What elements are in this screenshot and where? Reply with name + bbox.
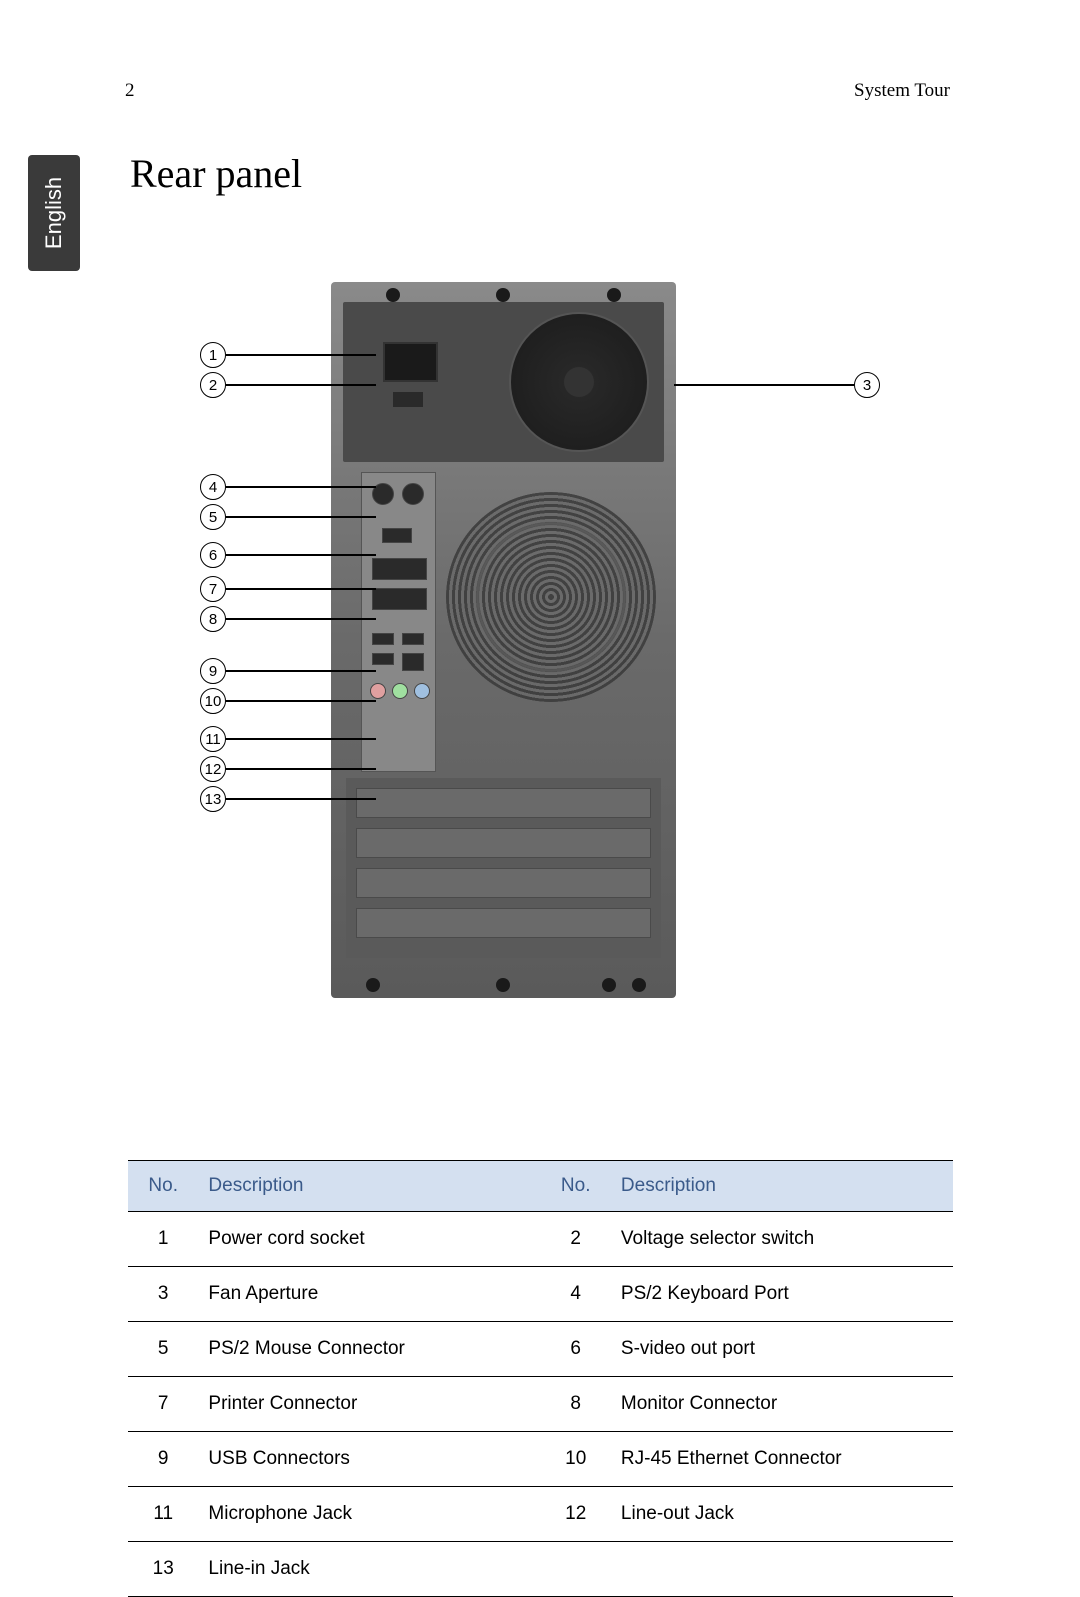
table-cell: 11 bbox=[128, 1487, 198, 1542]
callout-line bbox=[674, 384, 854, 386]
table-cell: Printer Connector bbox=[198, 1377, 540, 1432]
table-cell: 2 bbox=[540, 1212, 610, 1267]
callout-line bbox=[226, 516, 376, 518]
language-tab: English bbox=[28, 155, 80, 271]
callout-12: 12 bbox=[200, 756, 376, 782]
table-header-row: No. Description No. Description bbox=[128, 1161, 953, 1212]
callout-number: 5 bbox=[200, 504, 226, 530]
table-row: 9USB Connectors10RJ-45 Ethernet Connecto… bbox=[128, 1432, 953, 1487]
callout-line bbox=[226, 486, 376, 488]
chassis-graphic bbox=[331, 282, 676, 998]
table-row: 11Microphone Jack12Line-out Jack bbox=[128, 1487, 953, 1542]
callout-line bbox=[226, 618, 376, 620]
callout-number: 4 bbox=[200, 474, 226, 500]
callout-1: 1 bbox=[200, 342, 376, 368]
table-cell: Voltage selector switch bbox=[611, 1212, 953, 1267]
table-cell: 13 bbox=[128, 1542, 198, 1597]
callout-number: 2 bbox=[200, 372, 226, 398]
callout-4: 4 bbox=[200, 474, 376, 500]
table-cell: USB Connectors bbox=[198, 1432, 540, 1487]
callout-13: 13 bbox=[200, 786, 376, 812]
callout-number: 11 bbox=[200, 726, 226, 752]
table-row: 3Fan Aperture4PS/2 Keyboard Port bbox=[128, 1267, 953, 1322]
table-cell: 12 bbox=[540, 1487, 610, 1542]
table-cell: 8 bbox=[540, 1377, 610, 1432]
table-cell: S-video out port bbox=[611, 1322, 953, 1377]
table-row: 13Line-in Jack bbox=[128, 1542, 953, 1597]
callout-number: 13 bbox=[200, 786, 226, 812]
table-cell: Microphone Jack bbox=[198, 1487, 540, 1542]
callout-line bbox=[226, 554, 376, 556]
callout-line bbox=[226, 798, 376, 800]
callout-line bbox=[226, 384, 376, 386]
connector-table: No. Description No. Description 1Power c… bbox=[128, 1160, 953, 1597]
table-cell: Monitor Connector bbox=[611, 1377, 953, 1432]
table-cell: 1 bbox=[128, 1212, 198, 1267]
table-cell: 3 bbox=[128, 1267, 198, 1322]
callout-number: 12 bbox=[200, 756, 226, 782]
callout-number: 10 bbox=[200, 688, 226, 714]
col-header: Description bbox=[198, 1161, 540, 1212]
table-cell: 5 bbox=[128, 1322, 198, 1377]
table-row: 1Power cord socket2Voltage selector swit… bbox=[128, 1212, 953, 1267]
callout-number: 3 bbox=[854, 372, 880, 398]
callout-9: 9 bbox=[200, 658, 376, 684]
table-cell: Line-out Jack bbox=[611, 1487, 953, 1542]
callout-number: 1 bbox=[200, 342, 226, 368]
callout-2: 2 bbox=[200, 372, 376, 398]
rear-panel-diagram: 1245678910111213 3 bbox=[200, 280, 880, 1000]
table-cell: PS/2 Mouse Connector bbox=[198, 1322, 540, 1377]
table-cell bbox=[611, 1542, 953, 1597]
callout-10: 10 bbox=[200, 688, 376, 714]
callout-line bbox=[226, 670, 376, 672]
page-title: Rear panel bbox=[130, 150, 302, 197]
table-cell: PS/2 Keyboard Port bbox=[611, 1267, 953, 1322]
psu-graphic bbox=[343, 302, 664, 462]
callout-line bbox=[226, 588, 376, 590]
page-number: 2 bbox=[125, 80, 135, 102]
callout-number: 6 bbox=[200, 542, 226, 568]
callout-6: 6 bbox=[200, 542, 376, 568]
table-cell: 4 bbox=[540, 1267, 610, 1322]
callout-number: 9 bbox=[200, 658, 226, 684]
table-cell: Line-in Jack bbox=[198, 1542, 540, 1597]
callout-line bbox=[226, 354, 376, 356]
col-header: No. bbox=[128, 1161, 198, 1212]
callout-number: 8 bbox=[200, 606, 226, 632]
table-cell: RJ-45 Ethernet Connector bbox=[611, 1432, 953, 1487]
callout-line bbox=[226, 700, 376, 702]
callout-line bbox=[226, 738, 376, 740]
table-cell: 9 bbox=[128, 1432, 198, 1487]
table-cell: Power cord socket bbox=[198, 1212, 540, 1267]
table-row: 5PS/2 Mouse Connector6S-video out port bbox=[128, 1322, 953, 1377]
callout-11: 11 bbox=[200, 726, 376, 752]
callout-5: 5 bbox=[200, 504, 376, 530]
callout-line bbox=[226, 768, 376, 770]
callout-7: 7 bbox=[200, 576, 376, 602]
table-cell: 6 bbox=[540, 1322, 610, 1377]
table-row: 7Printer Connector8Monitor Connector bbox=[128, 1377, 953, 1432]
callout-number: 7 bbox=[200, 576, 226, 602]
col-header: No. bbox=[540, 1161, 610, 1212]
table-cell: Fan Aperture bbox=[198, 1267, 540, 1322]
callout-8: 8 bbox=[200, 606, 376, 632]
table-cell bbox=[540, 1542, 610, 1597]
table-cell: 10 bbox=[540, 1432, 610, 1487]
header-label: System Tour bbox=[854, 80, 950, 102]
callout-3: 3 bbox=[674, 372, 880, 398]
language-label: English bbox=[41, 177, 67, 249]
table-cell: 7 bbox=[128, 1377, 198, 1432]
col-header: Description bbox=[611, 1161, 953, 1212]
